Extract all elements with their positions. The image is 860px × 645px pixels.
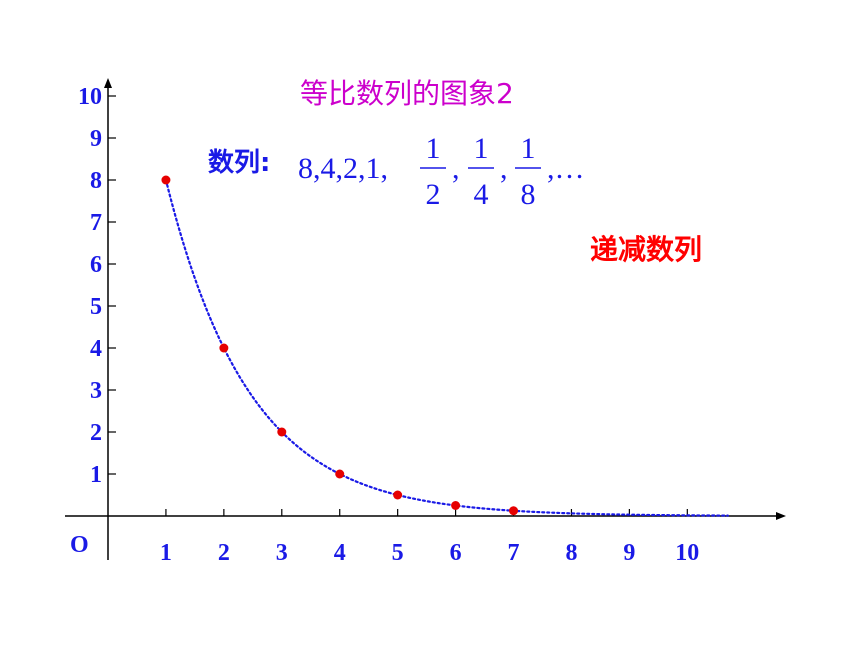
fraction-half-numerator: 1 [426, 132, 441, 165]
x-axis-arrow [776, 512, 786, 520]
fraction-quarter-denominator: 4 [474, 178, 489, 211]
sequence-ellipsis: ,… [547, 152, 585, 185]
y-tick-label: 4 [90, 336, 102, 362]
sequence-expression: 8,4,2,1, 1 2 , 1 4 , 1 8 ,… [298, 132, 585, 211]
fraction-quarter-numerator: 1 [474, 132, 489, 165]
x-ticks: 1 2 3 4 5 6 7 8 9 10 [160, 509, 699, 566]
y-tick-label: 1 [90, 462, 102, 488]
data-point [277, 427, 287, 437]
y-tick-label: 9 [90, 126, 102, 152]
data-point [161, 175, 171, 185]
x-tick-label: 6 [450, 540, 462, 566]
x-tick-label: 4 [334, 540, 346, 566]
fraction-half-denominator: 2 [426, 178, 441, 211]
y-tick-label: 8 [90, 168, 102, 194]
sequence-comma-1: , [452, 152, 460, 185]
sequence-prefix: 8,4,2,1, [298, 152, 388, 185]
y-tick-label: 10 [78, 84, 102, 110]
x-tick-label: 1 [160, 540, 172, 566]
x-tick-label: 8 [565, 540, 577, 566]
sequence-label: 数列: [208, 148, 271, 178]
x-tick-label: 3 [276, 540, 288, 566]
y-tick-label: 3 [90, 378, 102, 404]
fit-curve [164, 178, 729, 517]
y-ticks: 1 2 3 4 5 6 7 8 9 10 [78, 84, 116, 488]
fraction-eighth: 1 8 [515, 132, 541, 211]
x-tick-label: 10 [675, 540, 699, 566]
y-tick-label: 6 [90, 252, 102, 278]
axes [65, 78, 786, 560]
x-tick-label: 9 [623, 540, 635, 566]
chart-title: 等比数列的图象2 [300, 77, 514, 110]
data-point [509, 506, 519, 516]
sequence-comma-2: , [500, 152, 508, 185]
x-tick-label: 7 [508, 540, 520, 566]
fraction-half: 1 2 [420, 132, 446, 211]
fraction-quarter: 1 4 [468, 132, 494, 211]
data-point [219, 343, 229, 353]
y-tick-label: 2 [90, 420, 102, 446]
data-points [161, 175, 519, 516]
y-tick-label: 7 [90, 210, 102, 236]
fraction-eighth-numerator: 1 [521, 132, 536, 165]
y-axis-arrow [104, 78, 112, 88]
origin-label: O [70, 532, 89, 558]
x-tick-label: 2 [218, 540, 230, 566]
y-tick-label: 5 [90, 294, 102, 320]
data-point [451, 501, 461, 510]
x-tick-label: 5 [392, 540, 404, 566]
data-point [335, 469, 345, 479]
fraction-eighth-denominator: 8 [521, 178, 536, 211]
data-point [393, 490, 403, 500]
decreasing-annotation: 递减数列 [590, 233, 703, 266]
